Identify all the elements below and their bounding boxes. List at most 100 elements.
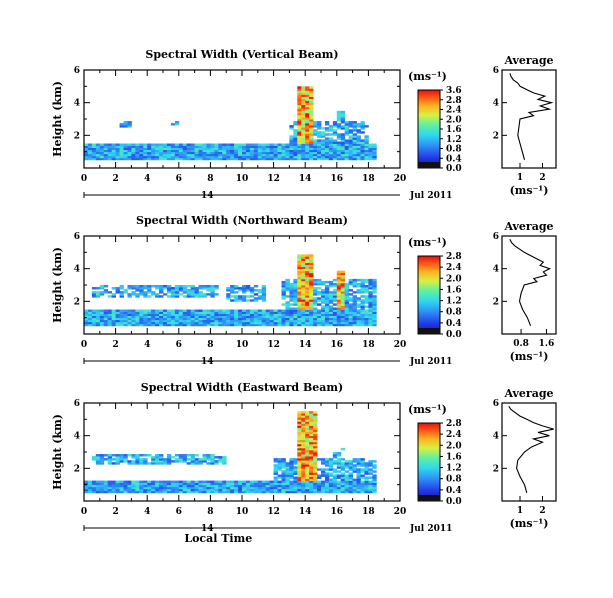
heatmap-cell <box>159 456 164 459</box>
heatmap-cell <box>352 307 357 310</box>
heatmap-cell <box>313 278 318 282</box>
heatmap-cell <box>194 295 199 298</box>
heatmap-cell <box>368 464 373 467</box>
heatmap-cell <box>174 460 180 463</box>
heatmap-cell <box>356 458 361 461</box>
heatmap-cell <box>301 258 306 261</box>
heatmap-cell <box>360 153 365 157</box>
heatmap-cell <box>170 321 176 325</box>
heatmap-cell <box>309 309 314 312</box>
heatmap-cell <box>115 458 120 461</box>
heatmap-cell <box>356 149 361 153</box>
heatmap-cell <box>257 488 263 492</box>
heatmap-cell <box>222 323 227 327</box>
heatmap-cell <box>194 287 199 290</box>
heatmap-cell <box>127 143 132 146</box>
heatmap-cell <box>281 466 286 469</box>
heatmap-cell <box>313 437 318 441</box>
heatmap-cell <box>301 137 306 140</box>
heatmap-cell <box>170 482 176 486</box>
heatmap-cell <box>194 145 199 148</box>
heatmap-cell <box>159 317 164 321</box>
panel-title: Spectral Width (Vertical Beam) <box>145 48 338 61</box>
heatmap-cell <box>289 482 294 486</box>
heatmap-cell <box>332 147 338 151</box>
heatmap-cell <box>297 276 302 280</box>
heatmap-cell <box>107 454 113 457</box>
heatmap-cell <box>95 488 101 492</box>
heatmap-cell <box>281 293 286 296</box>
heatmap-cell <box>127 319 132 323</box>
heatmap-cell <box>222 149 227 153</box>
heatmap-cell <box>293 151 298 155</box>
heatmap-cell <box>186 490 192 494</box>
heatmap-cell <box>324 291 330 294</box>
heatmap-cell <box>111 309 116 312</box>
heatmap-cell <box>277 468 282 471</box>
heatmap-cell <box>249 147 255 151</box>
heatmap-cell <box>143 317 148 321</box>
heatmap-cell <box>360 470 365 473</box>
heatmap-cell <box>87 488 93 492</box>
heatmap-cell <box>123 311 128 314</box>
heatmap-cell <box>222 147 227 151</box>
heatmap-cell <box>332 282 338 286</box>
heatmap-cell <box>277 462 282 465</box>
heatmap-cell <box>368 282 373 286</box>
heatmap-cell <box>202 287 207 290</box>
heatmap-cell <box>242 145 247 148</box>
heatmap-cell <box>324 301 330 304</box>
heatmap-cell <box>305 307 310 310</box>
heatmap-cell <box>344 301 350 304</box>
heatmap-cell <box>293 470 298 473</box>
heatmap-cell <box>301 299 306 302</box>
heatmap-cell <box>206 313 211 317</box>
heatmap-cell <box>352 297 357 300</box>
heatmap-cell <box>218 490 223 494</box>
heatmap-cell <box>253 297 259 300</box>
heatmap-cell <box>99 309 105 312</box>
heatmap-cell <box>155 309 160 312</box>
heatmap-cell <box>332 151 338 155</box>
colorbar-tick-label: 0.8 <box>446 308 462 318</box>
heatmap-cell <box>364 317 369 321</box>
heatmap-cell <box>297 437 302 441</box>
heatmap-cell <box>226 151 231 155</box>
heatmap-cell <box>131 482 136 486</box>
heatmap-cell <box>143 285 148 288</box>
heatmap-cell <box>273 478 278 481</box>
heatmap-cell <box>297 413 302 416</box>
heatmap-cell <box>103 317 109 321</box>
x-tick-label: 20 <box>394 507 407 517</box>
heatmap-cell <box>103 490 109 494</box>
heatmap-cell <box>348 490 353 494</box>
heatmap-cell <box>352 123 357 126</box>
heatmap-cell <box>297 285 302 288</box>
heatmap-cell <box>328 315 334 319</box>
colorbar-tick-label: 1.6 <box>446 452 462 462</box>
heatmap-cell <box>364 285 369 288</box>
heatmap-cell <box>257 297 263 300</box>
heatmap-cell <box>163 315 168 319</box>
heatmap-cell <box>202 460 207 463</box>
heatmap-cell <box>84 143 89 146</box>
heatmap-cell <box>206 454 211 457</box>
heatmap-cell <box>301 278 306 282</box>
heatmap-cell <box>324 123 330 126</box>
heatmap-cell <box>226 155 231 159</box>
heatmap-cell <box>182 460 188 463</box>
heatmap-cell <box>328 147 334 151</box>
heatmap-cell <box>321 143 326 146</box>
heatmap-cell <box>84 317 89 321</box>
heatmap-cell <box>143 460 148 463</box>
heatmap-cell <box>87 309 93 312</box>
heatmap-cell <box>352 291 357 294</box>
heatmap-cell <box>174 149 180 153</box>
heatmap-cell <box>344 145 350 148</box>
heatmap-cell <box>344 295 350 298</box>
heatmap-cell <box>340 488 346 492</box>
colorbar-tick-label: 0.4 <box>446 319 462 329</box>
heatmap-cell <box>340 151 346 155</box>
heatmap-cell <box>111 321 116 325</box>
heatmap-cell <box>123 151 128 155</box>
